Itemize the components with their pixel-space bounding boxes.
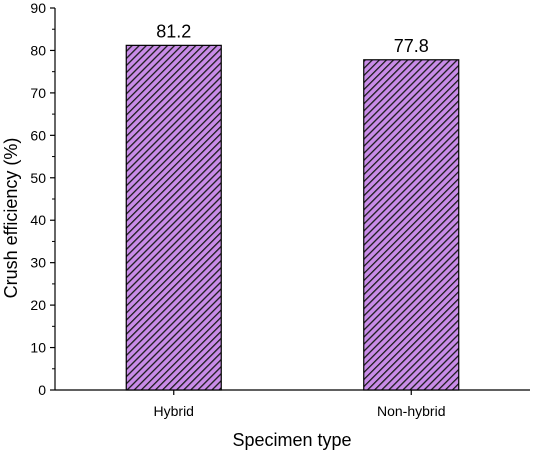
x-axis-title: Specimen type [232, 430, 351, 450]
y-tick-label: 70 [30, 85, 46, 101]
y-tick-label: 20 [30, 297, 46, 313]
bar-hybrid [125, 44, 222, 391]
y-tick-label: 50 [30, 170, 46, 186]
y-tick-label: 80 [30, 42, 46, 58]
data-label: 81.2 [156, 21, 191, 41]
y-axis-title: Crush efficiency (%) [1, 138, 21, 299]
y-tick-label: 60 [30, 127, 46, 143]
y-tick-label: 10 [30, 340, 46, 356]
y-tick-label: 30 [30, 255, 46, 271]
bar-non-hybrid [363, 59, 460, 391]
y-tick-label: 90 [30, 0, 46, 16]
x-tick-label: Hybrid [154, 403, 194, 419]
data-label: 77.8 [394, 36, 429, 56]
y-tick-label: 0 [38, 382, 46, 398]
y-tick-label: 40 [30, 212, 46, 228]
x-tick-label: Non-hybrid [377, 403, 445, 419]
